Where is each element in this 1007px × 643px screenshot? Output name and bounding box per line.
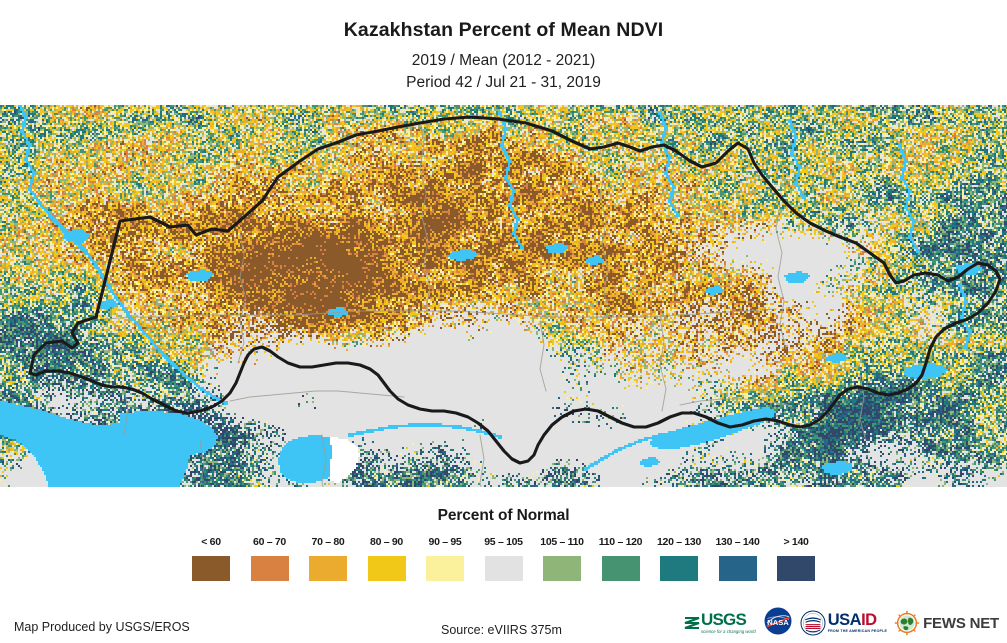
legend-item-swatch [367,556,406,581]
legend-panel: Percent of Normal < 60 60 – 70 70 – 80 80 –… [0,487,1007,600]
legend-item-swatch [192,556,230,581]
map-canvas[interactable] [0,105,1007,487]
legend-item-swatch [718,556,757,581]
svg-text:NASA: NASA [767,618,789,627]
legend-item-swatch [660,556,698,581]
logo-strip: USGS science for a changing world NASA [684,606,999,641]
legend-item-label: 95 – 105 [484,536,523,548]
legend-item: 105 – 110 [533,536,592,581]
subtitle-period-mean: 2019 / Mean (2012 - 2021) [411,52,596,70]
ndvi-raster-map[interactable] [0,105,1007,487]
legend-item: > 140 [767,536,826,581]
subtitle-period-dates: Period 42 / Jul 21 - 31, 2019 [406,74,601,92]
legend-item: 120 – 130 [650,536,709,581]
legend-item-label: 110 – 120 [598,536,643,548]
usgs-wordmark: USGS [701,609,747,629]
usaid-tagline: FROM THE AMERICAN PEOPLE [827,629,888,634]
usaid-wordmark: USAID [827,610,877,629]
legend-title: Percent of Normal [437,507,570,524]
legend-item-swatch [484,556,523,581]
legend-item-label: 105 – 110 [540,536,584,548]
nasa-meatball-icon: NASA [764,607,792,634]
usgs-tagline: science for a changing world [701,629,756,635]
legend-item-swatch [309,556,347,581]
legend-item-swatch [601,556,640,581]
nasa-logo[interactable]: NASA [763,606,793,641]
legend-item-swatch [777,556,815,581]
usgs-logo[interactable]: USGS science for a changing world [684,609,756,635]
legend-item: 70 – 80 [299,536,358,581]
legend-item: 110 – 120 [591,536,650,581]
legend-item-swatch [250,556,289,581]
legend-item: 90 – 95 [416,536,475,581]
legend-item: 60 – 70 [240,536,299,581]
title-block: Kazakhstan Percent of Mean NDVI 2019 / M… [0,0,1007,105]
legend-item-label: 60 – 70 [253,536,286,548]
legend-item-swatch [543,556,581,581]
legend-item-swatch [426,556,464,581]
legend-class-row: < 60 60 – 70 70 – 80 80 – 90 90 – 95 95 – 105… [0,536,1007,581]
legend-item-label: 70 – 80 [311,536,345,548]
fews-net-globe-icon [894,610,920,636]
legend-item-label: 120 – 130 [656,536,701,548]
legend-item-label: 130 – 140 [715,536,760,548]
fews-net-logo[interactable]: FEWS NET [894,610,999,636]
usaid-seal-icon [800,610,826,636]
legend-item-label: < 60 [201,536,221,548]
page-title: Kazakhstan Percent of Mean NDVI [343,19,664,41]
legend-item: 80 – 90 [357,536,416,581]
legend-item: 95 – 105 [474,536,533,581]
usgs-mark-icon [684,616,700,630]
legend-item-label: 80 – 90 [370,536,403,548]
legend-item-label: 90 – 95 [428,536,462,548]
footer-source: Source: eVIIRS 375m [441,623,562,637]
legend-item: 130 – 140 [708,536,767,581]
footer-bar: Map Produced by USGS/EROS Source: eVIIRS… [0,600,1007,643]
usaid-logo[interactable]: USAID FROM THE AMERICAN PEOPLE [800,610,887,636]
fews-net-wordmark: FEWS NET [923,614,999,632]
footer-produced-by: Map Produced by USGS/EROS [14,620,190,634]
legend-item: < 60 [182,536,241,581]
legend-item-label: > 140 [783,536,809,548]
